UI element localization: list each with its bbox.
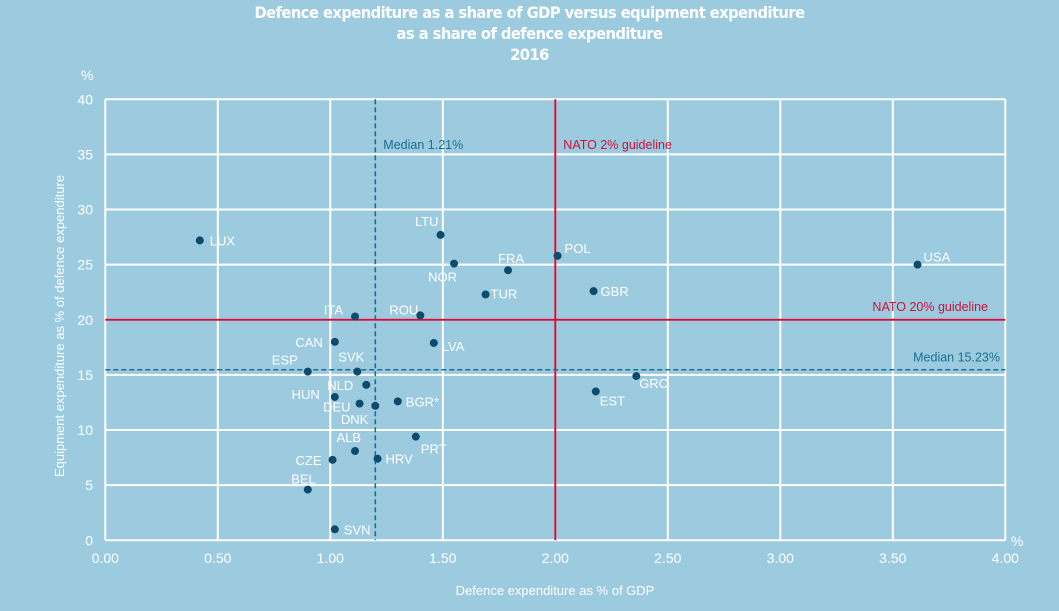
point-label-est: EST xyxy=(600,393,625,408)
point-label-fra: FRA xyxy=(498,251,524,266)
y-axis-label: Equipment expenditure as % of defence ex… xyxy=(52,175,67,477)
y-tick-label: 25 xyxy=(77,257,93,273)
point-label-grc: GRC xyxy=(639,376,668,391)
data-point-lux xyxy=(195,236,204,245)
data-point-deu xyxy=(355,399,364,408)
x-axis-label: Defence expenditure as % of GDP xyxy=(456,583,655,598)
data-point-hrv xyxy=(373,454,382,463)
point-label-gbr: GBR xyxy=(601,284,629,299)
data-point-hun xyxy=(330,392,339,401)
data-point-can xyxy=(330,337,339,346)
chart-title-line-2: as a share of defence expenditure xyxy=(396,24,663,43)
point-label-svk: SVK xyxy=(338,350,364,365)
x-tick-label: 0.00 xyxy=(92,550,119,566)
axis-ticks: 0.00 0.50 1.00 1.50 2.00 2.50 3.00 3.50 4.00 0 5 10… xyxy=(77,91,1019,566)
point-label-rou: ROU xyxy=(389,302,418,317)
data-points: LUX LTU POL USA NOR FRA TUR GBR ITA ROU CAN LVA ESP S… xyxy=(195,214,951,537)
data-point-svk xyxy=(353,367,362,376)
point-label-dnk: DNK xyxy=(341,412,369,427)
x-tick-label: 1.00 xyxy=(317,550,344,566)
data-point-bel xyxy=(303,485,312,494)
point-label-lva: LVA xyxy=(442,339,465,354)
nato-20pct-label: NATO 20% guideline xyxy=(872,300,988,314)
y-tick-label: 40 xyxy=(77,91,93,107)
data-point-fra xyxy=(504,266,513,275)
median-x-label: Median 1.21% xyxy=(383,138,463,152)
point-label-ita: ITA xyxy=(324,302,344,317)
y-tick-label: 0 xyxy=(85,532,93,548)
point-label-cze: CZE xyxy=(296,453,322,468)
reference-lines: Median 1.21% NATO 2% guideline NATO 20% gu… xyxy=(105,99,1006,541)
x-tick-label: 2.00 xyxy=(542,550,569,566)
y-tick-label: 5 xyxy=(85,477,93,493)
data-point-ltu xyxy=(436,230,445,239)
data-point-tur xyxy=(481,290,490,299)
nato-2pct-label: NATO 2% guideline xyxy=(563,138,672,152)
data-point-bgr xyxy=(393,397,402,406)
data-point-cze xyxy=(328,455,337,464)
data-point-nld xyxy=(362,380,371,389)
point-label-usa: USA xyxy=(924,250,951,265)
point-label-lux: LUX xyxy=(210,233,236,248)
data-point-prt xyxy=(411,432,420,441)
data-point-rou xyxy=(416,311,425,320)
point-label-ltu: LTU xyxy=(415,214,439,229)
data-point-lva xyxy=(429,338,438,347)
point-label-bgr: BGR* xyxy=(406,394,439,409)
chart-title: Defence expenditure as a share of GDP ve… xyxy=(42,2,1016,65)
data-point-esp xyxy=(303,367,312,376)
x-unit-label: % xyxy=(1011,533,1023,549)
x-tick-label: 4.00 xyxy=(992,550,1019,566)
point-label-alb: ALB xyxy=(336,430,361,445)
x-tick-label: 1.50 xyxy=(429,550,456,566)
y-tick-label: 20 xyxy=(77,312,93,328)
point-label-pol: POL xyxy=(565,241,591,256)
chart-title-line-1: Defence expenditure as a share of GDP ve… xyxy=(254,3,805,22)
point-label-bel: BEL xyxy=(291,472,316,487)
y-unit-label: % xyxy=(81,67,93,83)
data-point-dnk xyxy=(371,401,380,410)
data-point-pol xyxy=(553,251,562,260)
y-tick-label: 10 xyxy=(77,422,93,438)
point-label-nor: NOR xyxy=(428,270,457,285)
x-tick-label: 3.00 xyxy=(767,550,794,566)
data-point-ita xyxy=(351,312,360,321)
point-label-deu: DEU xyxy=(323,400,350,415)
point-label-hun: HUN xyxy=(292,387,320,402)
x-tick-label: 3.50 xyxy=(879,550,906,566)
chart-title-line-3: 2016 xyxy=(510,45,549,64)
point-label-prt: PRT xyxy=(421,442,447,457)
data-point-gbr xyxy=(589,287,598,296)
x-tick-label: 2.50 xyxy=(654,550,681,566)
data-point-est xyxy=(591,387,600,396)
point-label-can: CAN xyxy=(295,335,322,350)
median-y-label: Median 15.23% xyxy=(913,351,1000,365)
data-point-alb xyxy=(351,446,360,455)
data-point-svn xyxy=(330,525,339,534)
y-tick-label: 30 xyxy=(77,202,93,218)
y-tick-label: 35 xyxy=(77,146,93,162)
point-label-esp: ESP xyxy=(272,353,298,368)
point-label-hrv: HRV xyxy=(386,452,414,467)
point-label-tur: TUR xyxy=(491,286,518,301)
data-point-grc xyxy=(632,372,641,381)
point-label-svn: SVN xyxy=(344,522,371,537)
data-point-usa xyxy=(913,260,922,269)
y-tick-label: 15 xyxy=(77,367,93,383)
data-point-nor xyxy=(450,259,459,268)
x-tick-label: 0.50 xyxy=(204,550,231,566)
point-label-nld: NLD xyxy=(327,378,353,393)
